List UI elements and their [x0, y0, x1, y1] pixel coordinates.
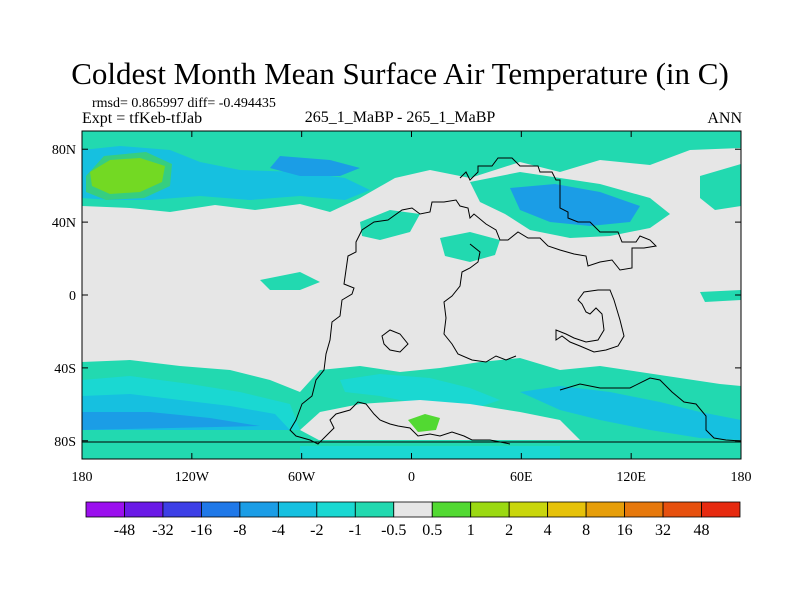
colorbar-label: 48 — [694, 522, 710, 539]
lon-tick-label: 120E — [616, 470, 646, 485]
colorbar-label: -16 — [191, 522, 212, 539]
lat-tick-label: 40S — [54, 362, 76, 377]
coastline-small — [381, 329, 409, 353]
colorbar-swatch — [508, 501, 549, 518]
lat-tick-label: 80S — [54, 435, 76, 450]
north-blue-patch-2 — [510, 184, 640, 226]
coastline-inner — [443, 243, 517, 363]
colorbar-swatch — [201, 501, 241, 518]
colorbar-swatch — [393, 501, 433, 518]
colorbar-label: 4 — [544, 522, 552, 539]
colorbar-swatch — [701, 501, 741, 518]
east-eq-cyan-patch — [700, 290, 741, 302]
lat-tick-label: 40N — [52, 216, 76, 231]
colorbar: -48 -32 -16 -8 -4 -2 -1 -0.5 0.5 1 2 4 8 16 32 48 — [85, 501, 741, 539]
lat-tick-label: 0 — [69, 289, 76, 304]
lon-ticks: 180 120W 60W 0 60E 120E 180 — [72, 131, 752, 485]
colorbar-swatch — [354, 501, 395, 518]
antarctic-neutral — [300, 400, 580, 446]
north-blue-patch-3 — [270, 156, 360, 176]
colorbar-label: 8 — [582, 522, 590, 539]
colorbar-swatch — [124, 501, 164, 518]
lon-tick-label: 0 — [408, 470, 415, 485]
colorbar-label: 1 — [467, 522, 475, 539]
coastline-main — [289, 157, 658, 445]
lon-tick-label: 180 — [72, 470, 93, 485]
south-mid-cyan-strip — [300, 446, 560, 459]
colorbar-label: -32 — [152, 522, 173, 539]
ne-cyan-patch — [700, 164, 741, 210]
colorbar-swatch — [239, 501, 279, 518]
colorbar-swatch — [162, 501, 202, 518]
coastline-south-west — [559, 383, 601, 391]
colorbar-label: -0.5 — [381, 522, 406, 539]
colorbar-label: 32 — [655, 522, 671, 539]
colorbar-label: -48 — [114, 522, 135, 539]
north-green-rim — [86, 152, 172, 200]
west-eq-cyan-patch — [260, 272, 320, 290]
lon-tick-label: 120W — [175, 470, 210, 485]
lon-tick-label: 180 — [731, 470, 752, 485]
page-title: Coldest Month Mean Surface Air Temperatu… — [71, 56, 729, 91]
colorbar-swatch — [277, 501, 318, 518]
colorbar-label: -8 — [233, 522, 246, 539]
lon-tick-label: 60E — [510, 470, 533, 485]
colorbar-label: 0.5 — [422, 522, 442, 539]
experiment-label: Expt = tfKeb-tfJab — [82, 110, 203, 127]
colorbar-swatch — [547, 501, 587, 518]
colorbar-label: -1 — [349, 522, 362, 539]
lon-tick-label: 60W — [288, 470, 316, 485]
stats-label: rmsd= 0.865997 diff= -0.494435 — [92, 96, 276, 111]
colorbar-label: -2 — [310, 522, 323, 539]
colorbar-swatch — [585, 501, 625, 518]
season-label: ANN — [707, 110, 742, 127]
colorbar-swatch — [662, 501, 702, 518]
map-field — [82, 131, 741, 459]
colorbar-swatch — [624, 501, 664, 518]
south-central-cyan — [340, 374, 500, 410]
lat-ticks: 80N 40N 0 40S 80S — [52, 143, 741, 450]
mid-cyan-patch — [360, 210, 420, 240]
coastline-island — [555, 289, 625, 353]
south-east-blue — [520, 386, 741, 440]
coastline-south — [600, 377, 741, 442]
colorbar-swatch — [431, 501, 472, 518]
colorbar-label: -4 — [272, 522, 285, 539]
subtitle-label: 265_1_MaBP - 265_1_MaBP — [304, 109, 496, 126]
colorbar-swatch — [85, 501, 125, 518]
south-deep-blue-band — [82, 412, 260, 430]
africa-cyan-patch — [440, 232, 500, 262]
colorbar-swatch — [470, 501, 510, 518]
colorbar-label: 16 — [617, 522, 633, 539]
colorbar-label: 2 — [505, 522, 513, 539]
lat-tick-label: 80N — [52, 143, 76, 158]
antarctic-green-patch — [408, 414, 440, 432]
coastlines — [82, 157, 741, 445]
colorbar-swatch — [316, 501, 356, 518]
